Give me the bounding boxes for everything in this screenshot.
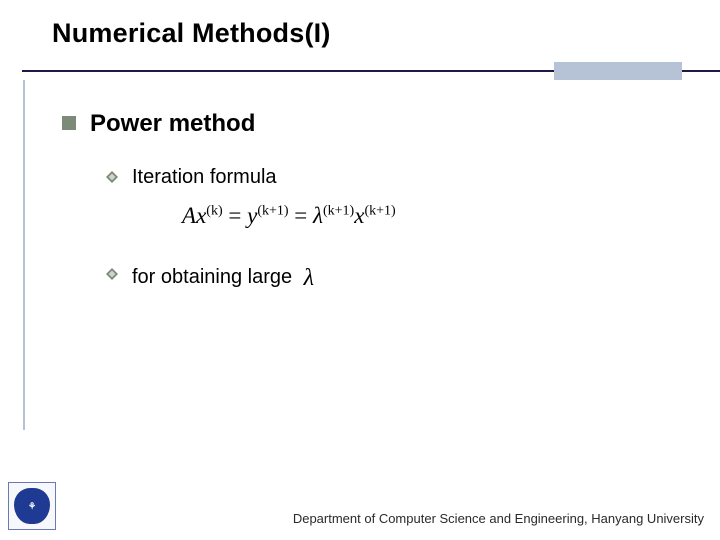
formula-eq2: = xyxy=(289,203,313,228)
footer-text: Department of Computer Science and Engin… xyxy=(293,511,704,526)
formula-x2: x xyxy=(354,203,364,228)
formula-lambda: λ xyxy=(313,203,323,228)
university-logo: ⚘ xyxy=(8,482,56,530)
heading-text: Power method xyxy=(90,110,255,138)
item-text: Iteration formula xyxy=(132,166,277,189)
content-area: Power method Iteration formula Ax(k) = y… xyxy=(62,110,690,304)
logo-frame: ⚘ xyxy=(8,482,56,530)
diamond-bullet-icon xyxy=(106,166,118,183)
side-rule xyxy=(23,80,25,430)
formula-y: y xyxy=(247,203,257,228)
formula-sup-k1b: (k+1) xyxy=(323,203,354,218)
diamond-bullet-icon xyxy=(106,263,118,280)
item-text: for obtaining large λ xyxy=(132,263,314,290)
list-item: for obtaining large λ xyxy=(106,263,690,290)
logo-shield-icon: ⚘ xyxy=(14,488,50,524)
slide: Numerical Methods(I) Power method Iterat… xyxy=(0,0,720,540)
square-bullet-icon xyxy=(62,116,76,130)
title-rule xyxy=(22,62,720,80)
title-rule-accent xyxy=(554,62,682,80)
lambda-icon: λ xyxy=(298,265,314,291)
item-text-part: for obtaining large xyxy=(132,266,292,288)
formula-sup-k1c: (k+1) xyxy=(364,203,395,218)
iteration-formula: Ax(k) = y(k+1) = λ(k+1)x(k+1) xyxy=(182,203,690,229)
formula-sup-k: (k) xyxy=(206,203,222,218)
title-area: Numerical Methods(I) xyxy=(0,0,720,49)
heading-row: Power method xyxy=(62,110,690,138)
page-title: Numerical Methods(I) xyxy=(52,18,720,49)
list-item: Iteration formula xyxy=(106,166,690,189)
logo-glyph: ⚘ xyxy=(28,501,36,512)
formula-x1: x xyxy=(196,203,206,228)
formula-eq1: = xyxy=(223,203,247,228)
formula-A: A xyxy=(182,203,196,228)
formula-sup-k1a: (k+1) xyxy=(257,203,288,218)
